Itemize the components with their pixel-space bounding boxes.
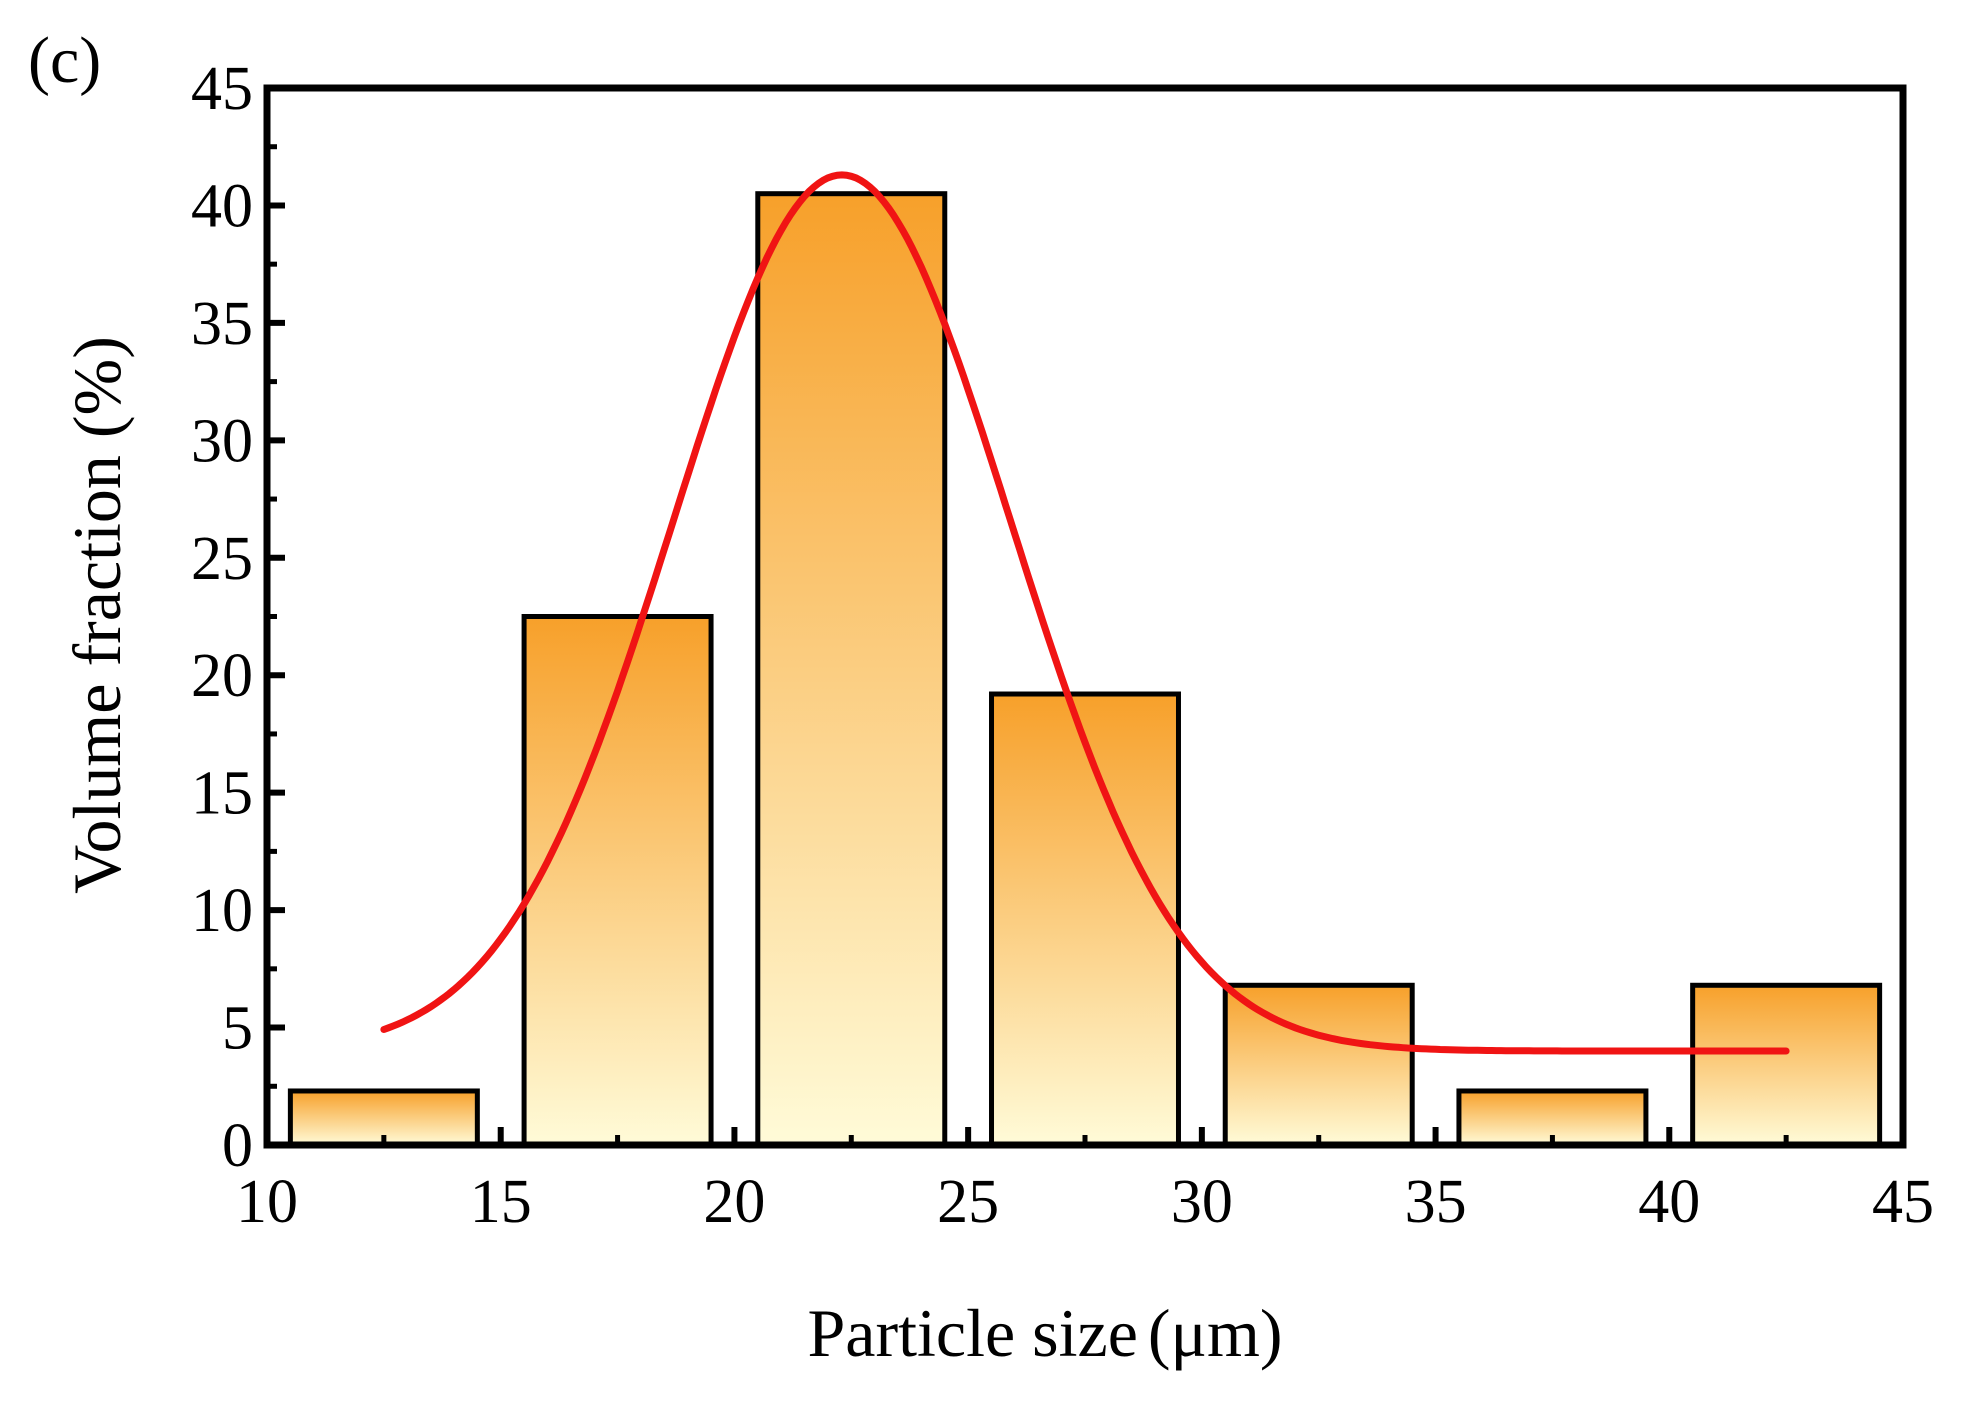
y-axis-ticks: 0 5 10 15 20 25 30 35 40 45 — [191, 55, 285, 1180]
x-axis-title: Particle size (μm) — [807, 1295, 1282, 1371]
x-tick-label: 40 — [1638, 1168, 1700, 1236]
x-axis-label: Particle size — [807, 1295, 1137, 1371]
x-tick-label: 10 — [236, 1168, 298, 1236]
x-axis-unit: (μm) — [1148, 1295, 1283, 1371]
x-tick-label: 20 — [703, 1168, 765, 1236]
y-tick-label: 20 — [191, 642, 253, 710]
panel-label: (c) — [28, 24, 101, 97]
y-tick-label: 15 — [191, 760, 253, 828]
histogram-bar-7 — [1690, 982, 1883, 1148]
x-tick-label: 30 — [1171, 1168, 1233, 1236]
y-tick-label: 40 — [191, 172, 253, 240]
histogram-bar-4 — [989, 691, 1181, 1148]
x-tick-label: 25 — [937, 1168, 999, 1236]
y-tick-label: 35 — [191, 290, 253, 358]
histogram-bars — [287, 191, 1883, 1148]
histogram-bar-3 — [755, 191, 948, 1148]
y-tick-label: 30 — [191, 407, 253, 475]
x-tick-label: 45 — [1872, 1168, 1934, 1236]
x-tick-label: 15 — [470, 1168, 532, 1236]
y-tick-label: 45 — [191, 55, 253, 123]
y-tick-label: 25 — [191, 525, 253, 593]
x-axis-ticks: 10 15 20 25 30 35 40 45 — [236, 1127, 1934, 1236]
gaussian-fit-curve — [380, 171, 1790, 1055]
histogram-bar-2 — [521, 614, 714, 1148]
y-tick-label: 0 — [222, 1112, 253, 1180]
x-tick-label: 35 — [1405, 1168, 1467, 1236]
y-tick-label: 10 — [191, 877, 253, 945]
y-tick-label: 5 — [222, 995, 253, 1063]
y-axis-title: Volume fraction (%) — [59, 336, 135, 894]
